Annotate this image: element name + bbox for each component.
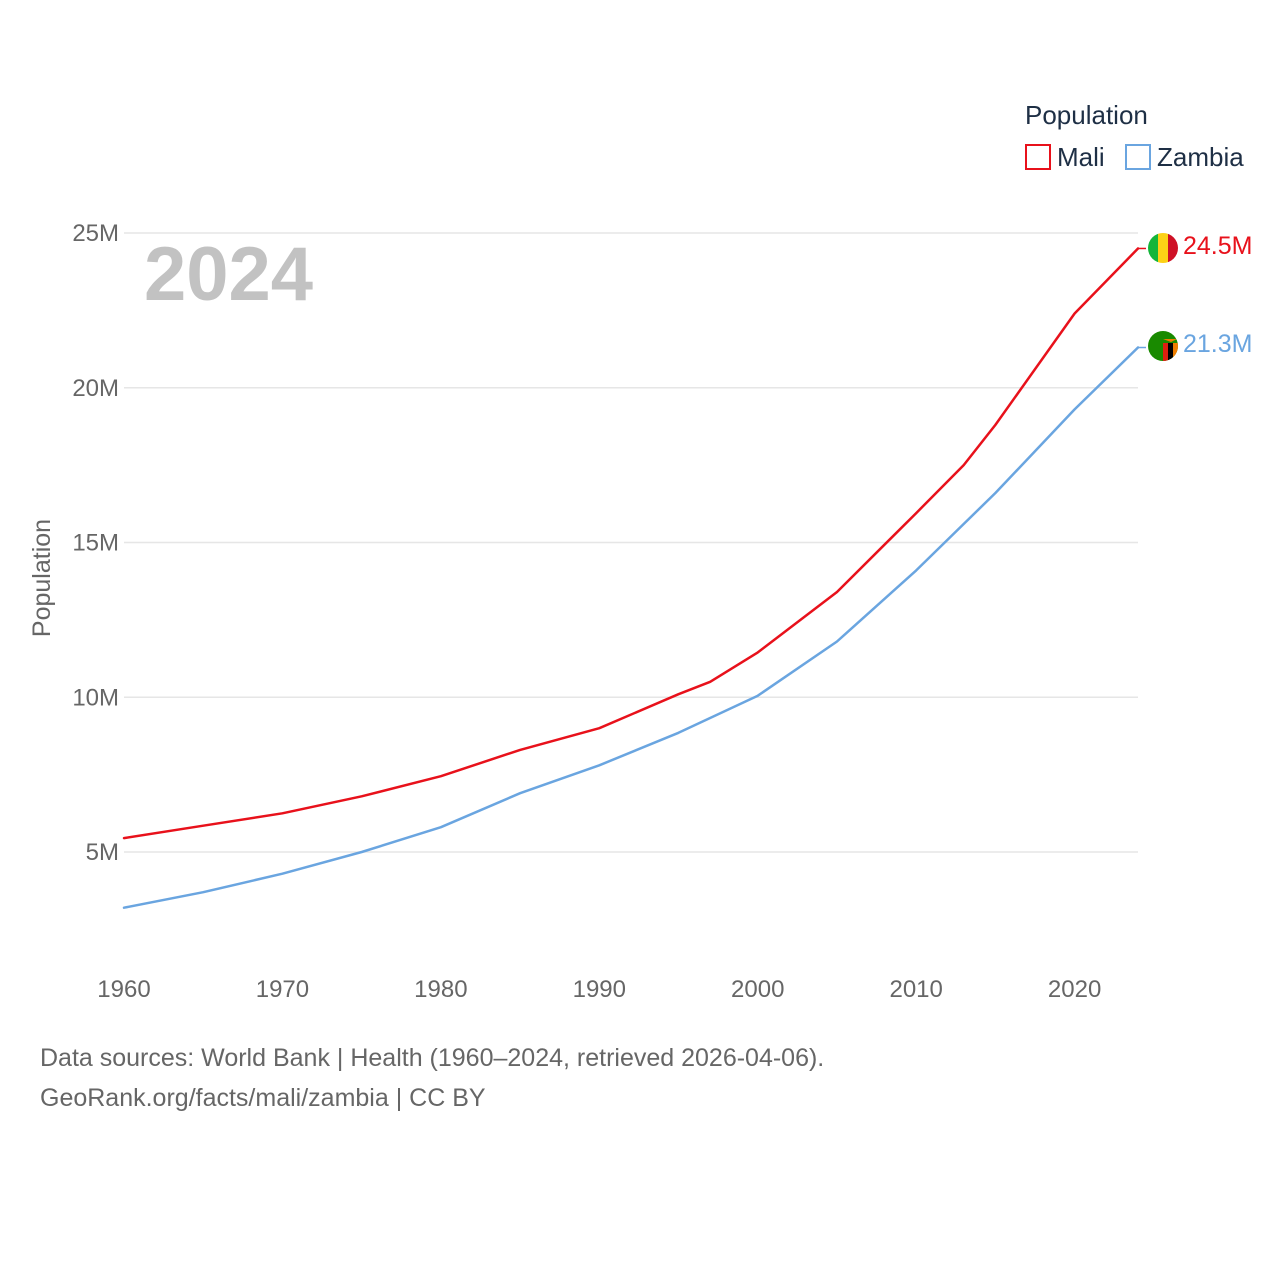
y-tick-label-25M: 25M <box>72 220 119 247</box>
x-tick-label-2010: 2010 <box>889 976 942 1003</box>
x-tick-label-1990: 1990 <box>573 976 626 1003</box>
legend-title: Population <box>1025 100 1148 130</box>
end-value-label-mali: 24.5M <box>1183 232 1252 260</box>
y-tick-label-20M: 20M <box>72 375 119 402</box>
y-tick-label-10M: 10M <box>72 684 119 711</box>
mali-flag-icon <box>1148 233 1178 263</box>
gridlines <box>124 232 1138 853</box>
series-line-zambia <box>122 346 1140 909</box>
y-axis-title: Population <box>28 519 56 637</box>
series-lines <box>122 247 1146 909</box>
legend-label-zambia: Zambia <box>1157 142 1244 172</box>
y-tick-label-15M: 15M <box>72 530 119 557</box>
x-tick-label-1960: 1960 <box>97 976 150 1003</box>
attribution-credit: GeoRank.org/facts/mali/zambia | CC BY <box>40 1084 486 1112</box>
legend-label-mali: Mali <box>1057 142 1105 172</box>
series-line-mali <box>122 247 1140 840</box>
end-value-label-zambia: 21.3M <box>1183 330 1252 358</box>
x-axis-ticks: 1960 1970 1980 1990 2000 2010 2020 <box>97 976 1101 1003</box>
legend-swatch-mali <box>1025 144 1051 170</box>
zambia-flag-icon <box>1148 331 1178 361</box>
x-tick-label-2000: 2000 <box>731 976 784 1003</box>
legend-item-zambia[interactable]: Zambia <box>1125 142 1244 172</box>
y-axis-ticks: 5M 10M 15M 20M 25M <box>72 220 119 866</box>
legend-item-mali[interactable]: Mali <box>1025 142 1105 172</box>
current-year-label: 2024 <box>144 232 313 317</box>
x-tick-label-1970: 1970 <box>256 976 309 1003</box>
legend-swatch-zambia <box>1125 144 1151 170</box>
legend: Population Mali Zambia <box>1025 100 1244 172</box>
x-tick-label-1980: 1980 <box>414 976 467 1003</box>
x-tick-label-2020: 2020 <box>1048 976 1101 1003</box>
data-sources-note: Data sources: World Bank | Health (1960–… <box>40 1044 825 1072</box>
y-tick-label-5M: 5M <box>86 839 119 866</box>
